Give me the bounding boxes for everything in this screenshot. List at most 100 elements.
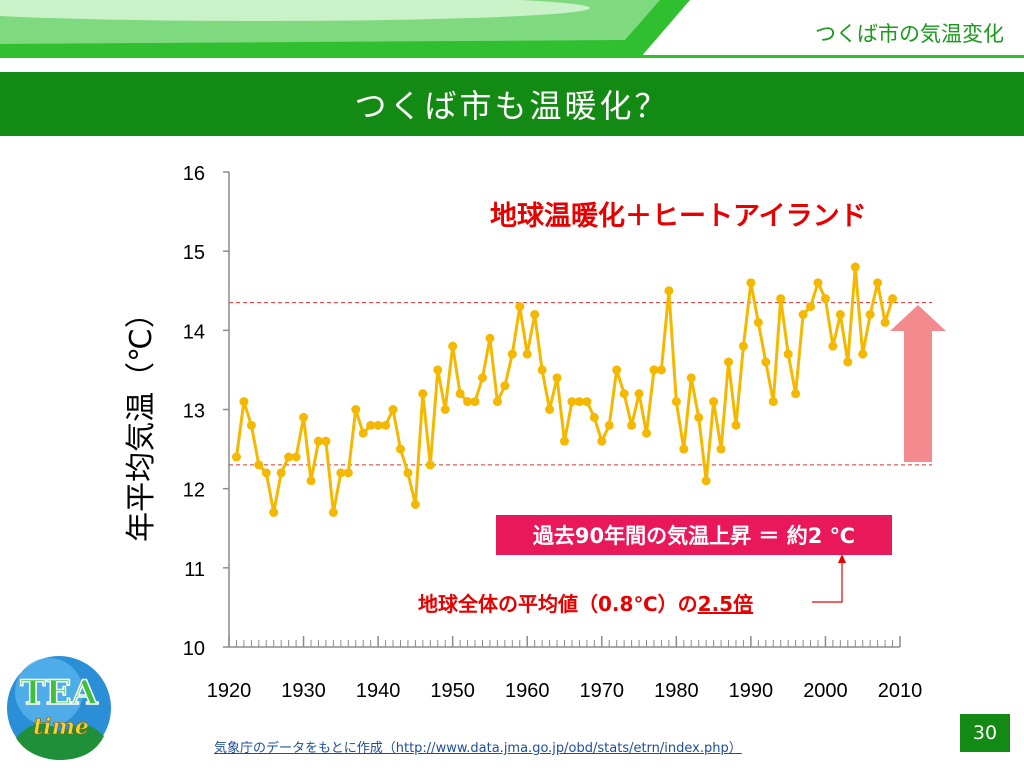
data-point	[813, 278, 823, 288]
data-point	[373, 420, 383, 430]
header-underline	[0, 55, 1024, 58]
data-point	[701, 476, 711, 486]
up-arrow-icon	[890, 305, 946, 462]
y-tick-label: 14	[183, 321, 205, 343]
data-point	[649, 365, 659, 375]
x-tick-label: 1940	[356, 680, 401, 702]
data-point	[299, 412, 309, 422]
data-point	[418, 389, 428, 399]
data-point	[880, 317, 890, 327]
data-point	[545, 405, 555, 414]
data-point	[492, 397, 502, 407]
data-point	[686, 373, 696, 383]
y-tick-label: 12	[183, 480, 205, 502]
data-point	[589, 412, 599, 422]
data-point	[873, 278, 883, 288]
data-point	[738, 341, 748, 351]
data-point	[783, 349, 793, 359]
data-point	[768, 397, 778, 407]
callout-arrowhead-icon	[838, 554, 846, 563]
heat-island-label: 地球温暖化＋ヒートアイランド	[490, 201, 867, 232]
data-point	[806, 302, 816, 312]
data-point	[246, 420, 256, 430]
y-tick-label: 10	[183, 638, 205, 660]
data-point	[753, 317, 763, 327]
y-tick-label: 13	[183, 401, 205, 423]
data-point	[798, 310, 808, 319]
data-point	[328, 507, 338, 517]
data-point	[865, 310, 875, 319]
data-point	[239, 397, 249, 407]
data-point	[381, 420, 391, 430]
logo-globe-highlight	[15, 658, 83, 726]
data-point	[388, 405, 398, 414]
title-bar: つくば市も温暖化？	[0, 72, 1024, 136]
global-comparison: 地球全体の平均値（0.8℃）の2.5倍	[418, 588, 753, 617]
data-point	[627, 420, 637, 430]
data-point	[552, 373, 562, 383]
data-point	[791, 389, 801, 399]
y-axis-label: 年平均気温（℃）	[124, 298, 159, 542]
data-point	[612, 365, 622, 375]
data-point	[835, 310, 845, 319]
data-point	[455, 389, 465, 399]
data-point	[321, 436, 331, 446]
data-point	[597, 436, 607, 446]
data-point	[656, 365, 666, 375]
data-point	[358, 428, 368, 438]
tea-time-logo: TEA time	[7, 656, 111, 760]
data-point	[843, 357, 853, 367]
data-point	[582, 397, 592, 407]
data-point	[642, 428, 652, 438]
x-tick-label: 1950	[430, 680, 475, 702]
reference-lines	[229, 302, 932, 466]
x-tick-label: 2000	[803, 680, 848, 702]
data-point	[515, 302, 525, 312]
x-tick-label: 1990	[729, 680, 774, 702]
data-point	[276, 468, 286, 478]
data-point	[694, 412, 704, 422]
data-point	[679, 444, 689, 454]
data-point	[351, 405, 361, 414]
data-point	[828, 341, 838, 351]
slide-title: つくば市も温暖化？	[354, 87, 670, 125]
data-point	[731, 420, 741, 430]
data-point	[567, 397, 577, 407]
header-highlight	[0, 0, 590, 21]
data-point	[671, 397, 681, 407]
data-point	[858, 349, 868, 359]
data-point	[560, 436, 569, 446]
data-point	[634, 389, 644, 399]
data-point	[537, 365, 547, 375]
data-point	[500, 381, 510, 391]
data-point	[470, 397, 480, 407]
y-tick-label: 16	[183, 163, 205, 185]
data-point	[254, 460, 264, 470]
data-point	[291, 452, 301, 462]
logo-land	[16, 723, 104, 760]
series-layer	[231, 262, 898, 517]
data-point	[664, 286, 674, 296]
data-point	[463, 397, 473, 407]
data-point	[746, 278, 756, 288]
section-title: つくば市の気温変化	[815, 22, 1004, 46]
logo-text-time: time	[33, 714, 89, 740]
data-point	[448, 341, 458, 351]
data-point	[522, 349, 532, 359]
y-tick-label: 11	[184, 559, 205, 581]
header-decoration	[0, 0, 1024, 58]
data-point	[761, 357, 771, 367]
data-point	[619, 389, 629, 399]
data-point	[530, 310, 540, 319]
source-link[interactable]: 気象庁のデータをもとに作成（http://www.data.jma.go.jp/…	[214, 741, 742, 756]
x-tick-label: 1930	[281, 680, 326, 702]
data-point	[485, 333, 495, 343]
x-tick-label: 2010	[878, 680, 923, 702]
data-point	[343, 468, 353, 478]
data-point	[403, 468, 413, 478]
x-tick-label: 1980	[654, 680, 699, 702]
chart-axes: 10 11 12 13 14 15 16 1920 1930 1940 1950 1960 1970 19…	[183, 163, 923, 702]
global-comparison-prefix: 地球全体の平均値（0.8℃）の	[418, 592, 698, 616]
data-point	[366, 420, 376, 430]
